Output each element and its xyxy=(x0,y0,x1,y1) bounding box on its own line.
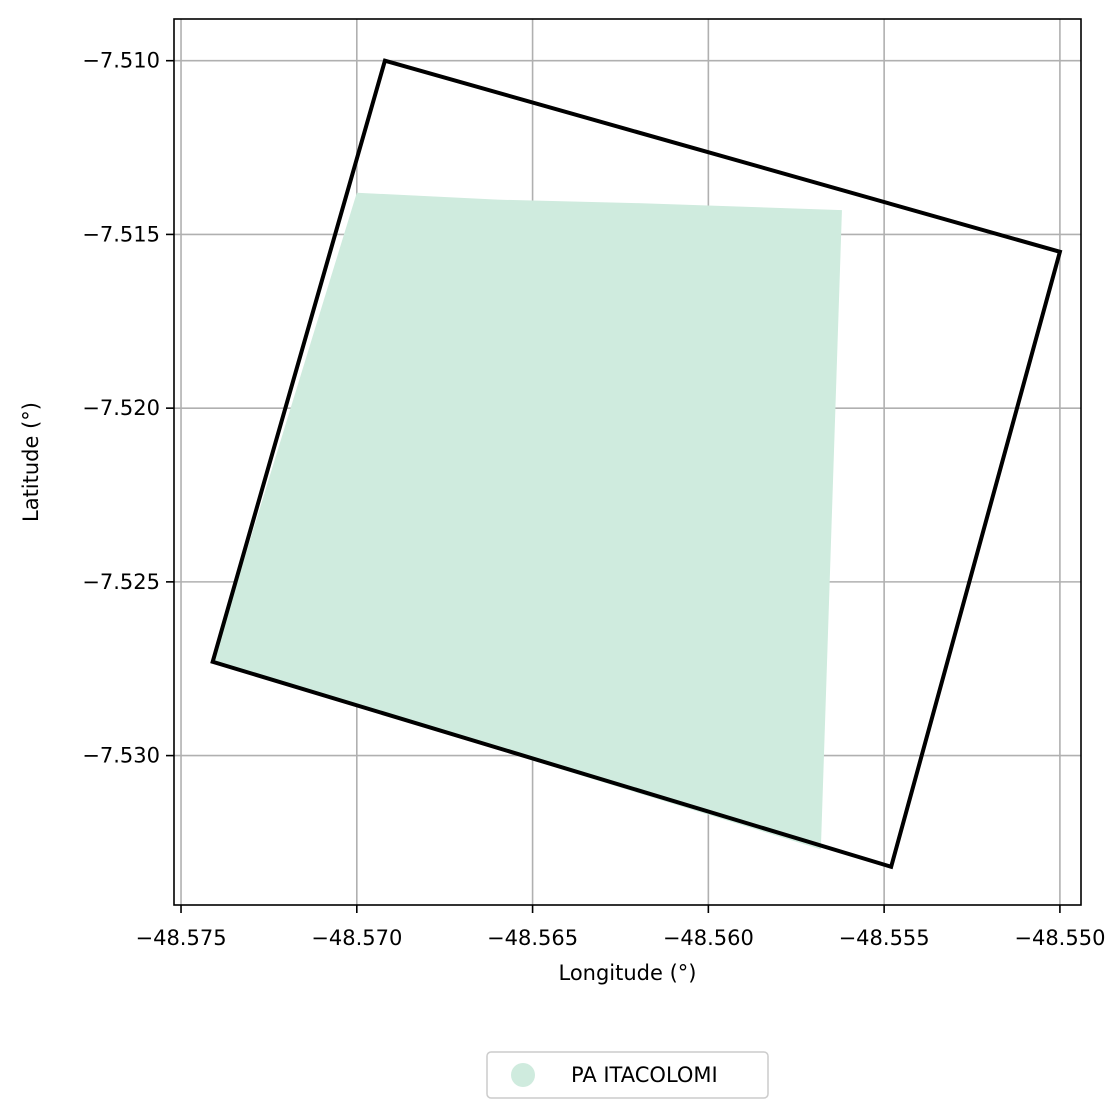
pa-itacolomi-area xyxy=(212,192,842,850)
y-tick-label: −7.520 xyxy=(82,396,160,420)
x-tick-label: −48.560 xyxy=(663,926,754,950)
y-tick-label: −7.525 xyxy=(82,570,160,594)
y-tick-label: −7.510 xyxy=(82,49,160,73)
plot-frame xyxy=(173,18,1082,906)
x-tick-label: −48.555 xyxy=(839,926,930,950)
x-tick-label: −48.550 xyxy=(1014,926,1105,950)
legend-label-pa-itacolomi: PA ITACOLOMI xyxy=(571,1063,718,1087)
x-tick-label: −48.565 xyxy=(487,926,578,950)
legend-marker xyxy=(511,1063,535,1087)
x-tick-label: −48.575 xyxy=(135,926,226,950)
legend: PA ITACOLOMI xyxy=(486,1051,769,1099)
x-axis-title: Longitude (°) xyxy=(558,961,696,985)
data-layer xyxy=(210,58,1063,870)
boundary-outline xyxy=(210,58,1063,870)
y-tick-label: −7.515 xyxy=(82,222,160,246)
y-axis-title: Latitude (°) xyxy=(19,402,43,522)
x-tick-label: −48.570 xyxy=(311,926,402,950)
y-tick-label: −7.530 xyxy=(82,744,160,768)
legend-box xyxy=(486,1051,769,1099)
axis-ticks: −48.575 −48.570 −48.565 −48.560 −48.555 −48.5… xyxy=(82,49,1105,950)
